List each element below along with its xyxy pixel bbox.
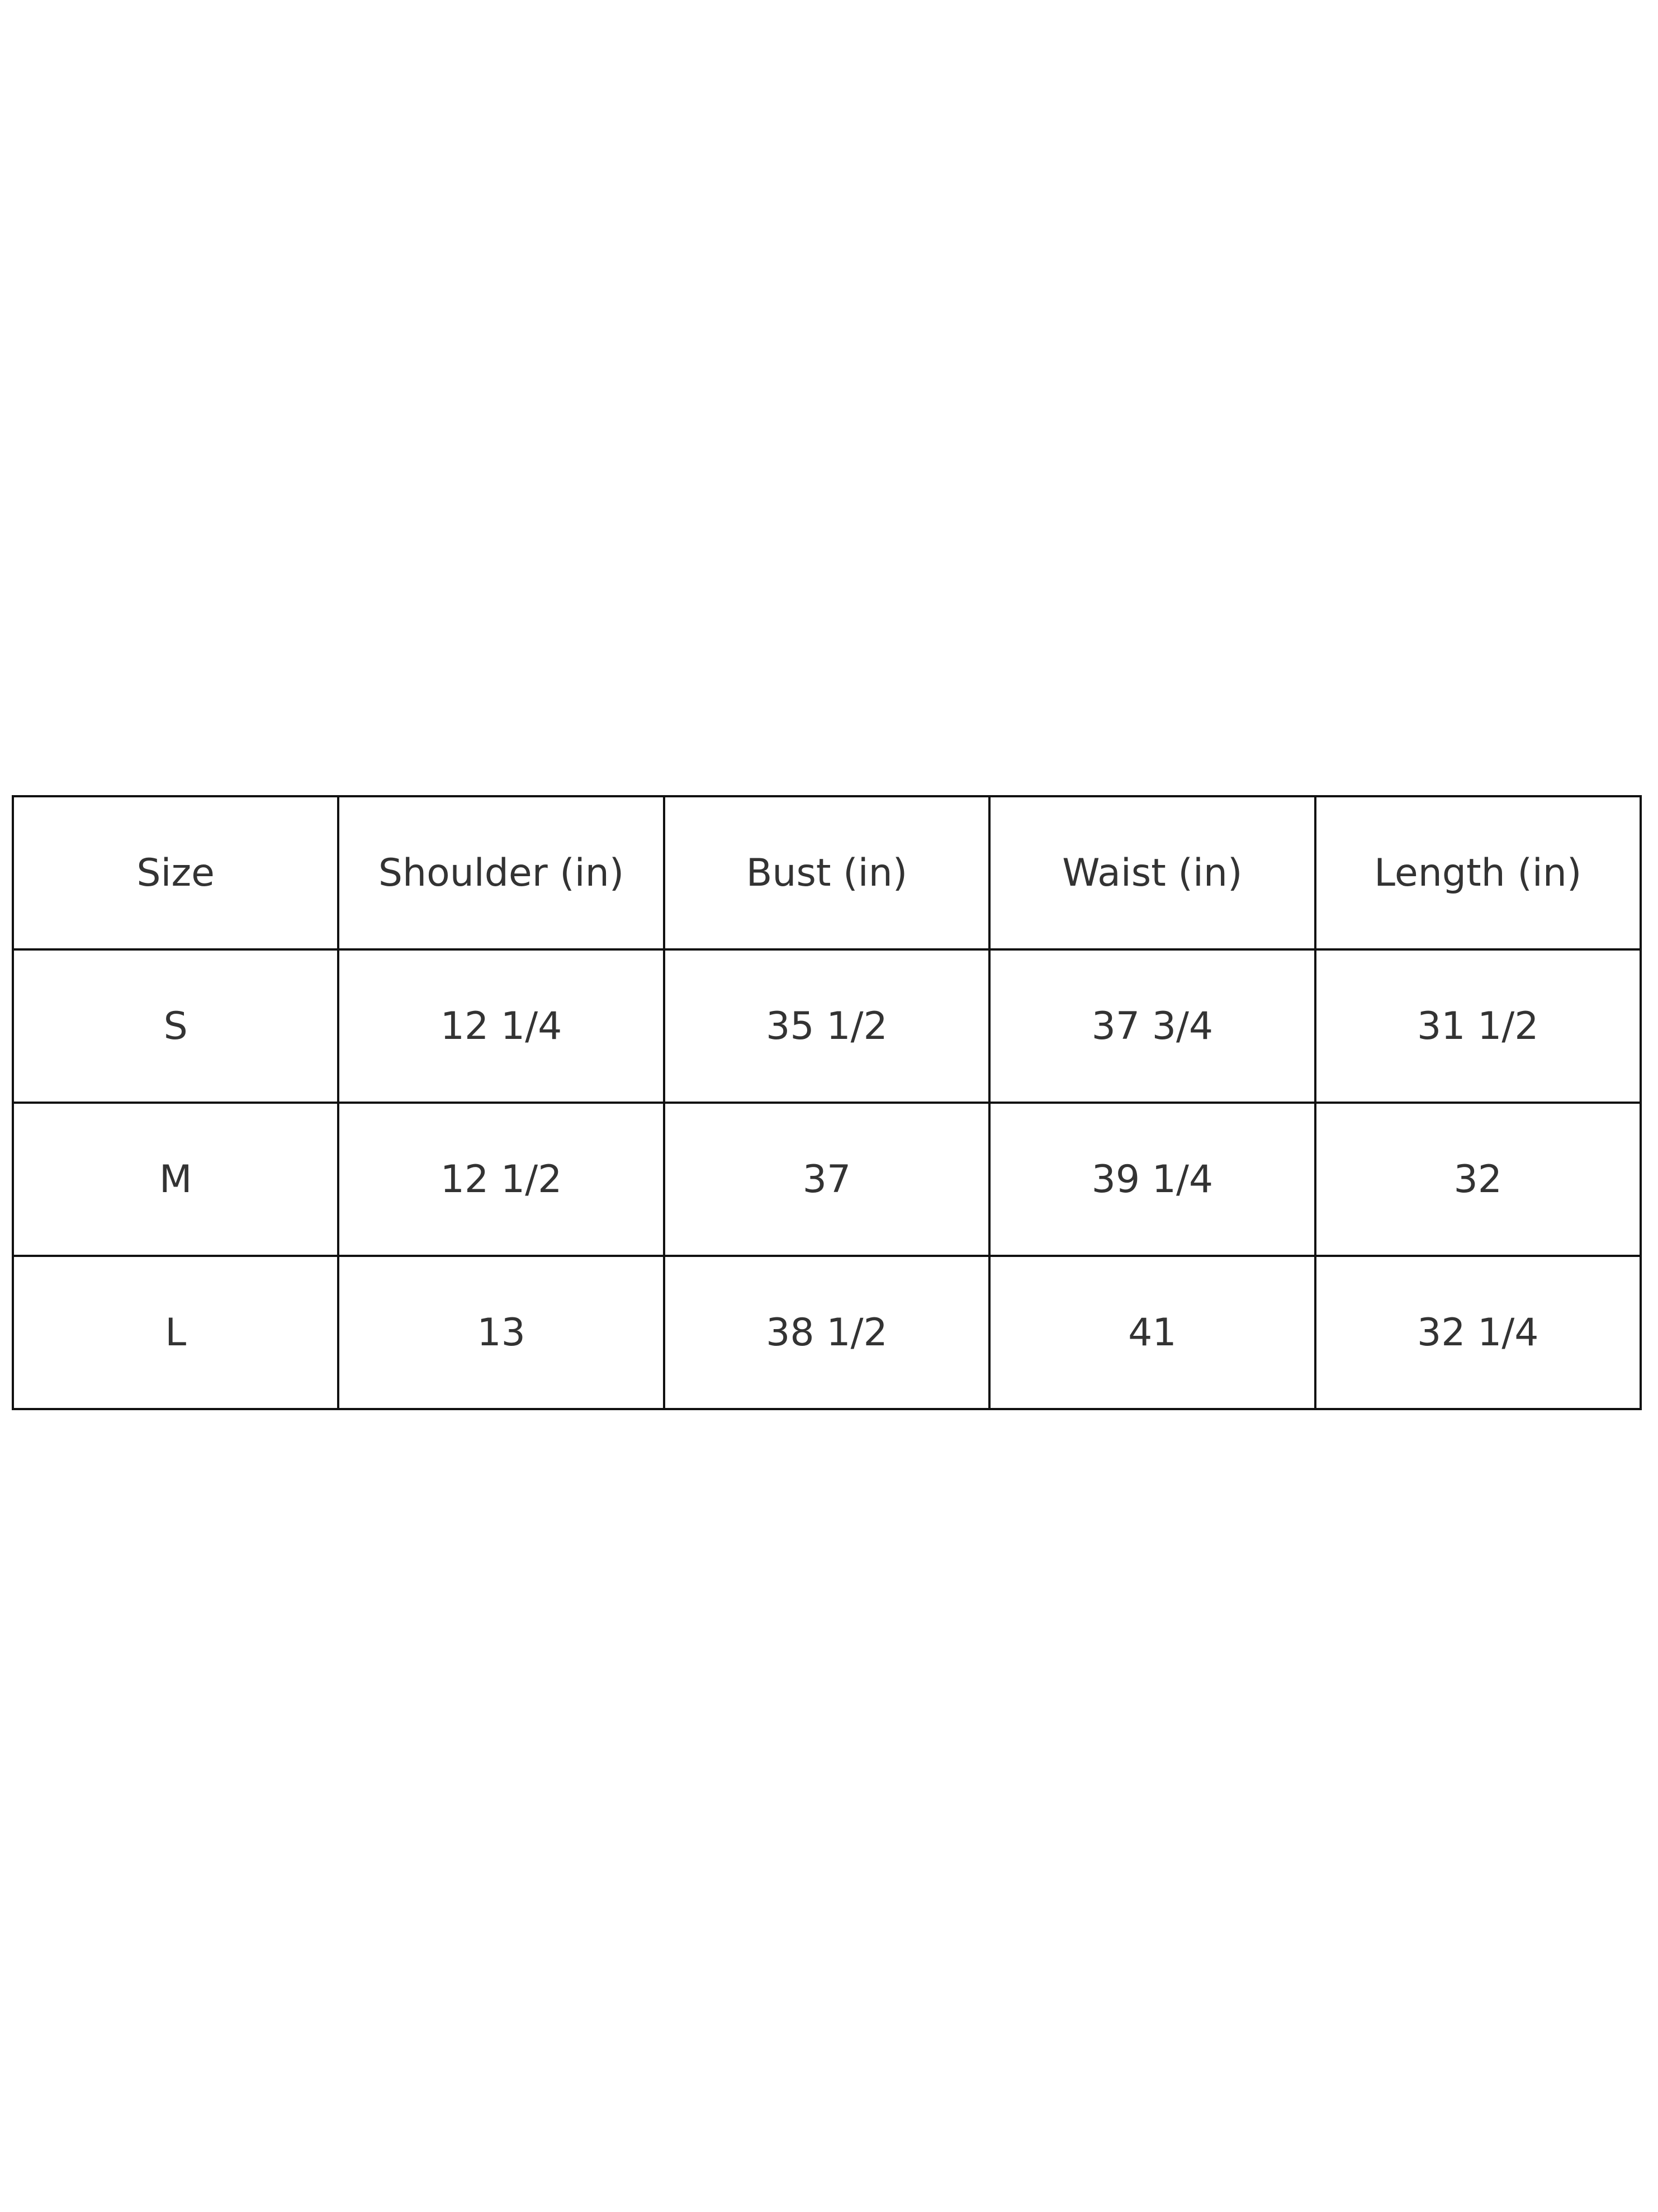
table-cell: 37 [662, 1102, 991, 1257]
table-cell: 37 3/4 [988, 948, 1316, 1104]
table-cell: 13 [337, 1255, 665, 1410]
table-row: L 13 38 1/2 41 32 1/4 [11, 1255, 1642, 1410]
table-cell: 38 1/2 [662, 1255, 991, 1410]
table-row: S 12 1/4 35 1/2 37 3/4 31 1/2 [11, 948, 1642, 1104]
table-cell: 12 1/2 [337, 1102, 665, 1257]
size-chart-table: Size Shoulder (in) Bust (in) Waist (in) … [11, 795, 1642, 1410]
table-cell: 35 1/2 [662, 948, 991, 1104]
table-cell: 39 1/4 [988, 1102, 1316, 1257]
table-row: M 12 1/2 37 39 1/4 32 [11, 1102, 1642, 1257]
header-cell: Length (in) [1314, 795, 1642, 951]
table-cell: M [11, 1102, 340, 1257]
table-cell: 41 [988, 1255, 1316, 1410]
table-cell: 31 1/2 [1314, 948, 1642, 1104]
header-cell: Shoulder (in) [337, 795, 665, 951]
table-cell: 32 [1314, 1102, 1642, 1257]
table-cell: L [11, 1255, 340, 1410]
table-cell: 32 1/4 [1314, 1255, 1642, 1410]
header-cell: Bust (in) [662, 795, 991, 951]
header-cell: Size [11, 795, 340, 951]
header-row: Size Shoulder (in) Bust (in) Waist (in) … [11, 795, 1642, 951]
header-cell: Waist (in) [988, 795, 1316, 951]
table-cell: 12 1/4 [337, 948, 665, 1104]
table-cell: S [11, 948, 340, 1104]
